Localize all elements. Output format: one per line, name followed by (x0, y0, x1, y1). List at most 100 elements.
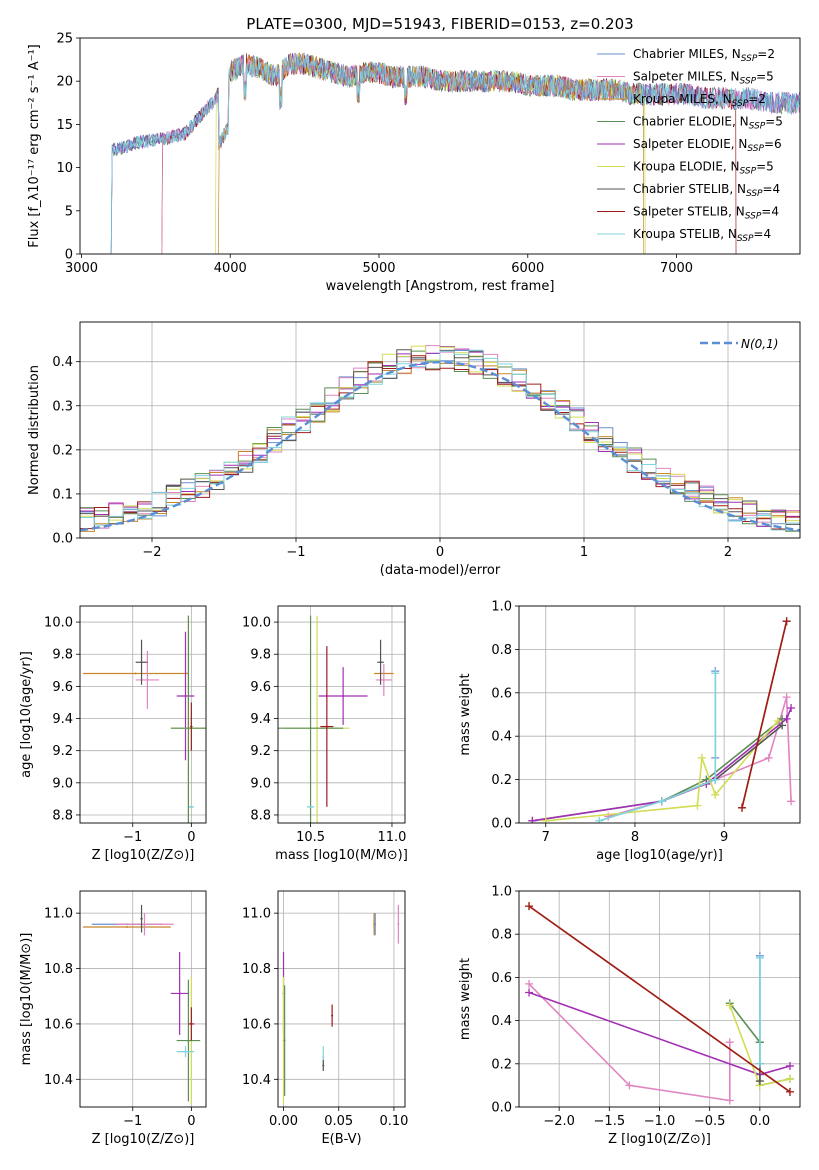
y-tick-label-2: 0.4 (491, 1014, 512, 1029)
y-tick-label-3: 11.0 (44, 907, 73, 922)
plot-area (528, 617, 796, 823)
y-tick-label-1: 9.0 (52, 776, 73, 791)
weight-line-7 (741, 621, 788, 808)
point-6 (187, 1039, 190, 1042)
y-tick-label-0: 0.0 (491, 817, 512, 832)
weight-line-7 (528, 905, 791, 1093)
y-tick-label-3: 0.6 (491, 971, 512, 986)
weight-marker-1-1 (625, 1081, 634, 1090)
x-axis-label: (data-model)/error (380, 563, 501, 578)
point-1 (374, 923, 377, 926)
y-tick-label-4: 9.6 (52, 680, 73, 695)
y-tick-label-1: 0.2 (491, 773, 512, 788)
x-tick-label-2: 0 (436, 545, 444, 560)
point-8 (309, 805, 312, 808)
point-0 (125, 926, 128, 928)
panel-residuals: −2 −1 0 1 2 0.0 0.1 0.2 0.3 0.4 (data-model)/error… (27, 321, 801, 578)
weight-marker-1-2 (764, 753, 773, 762)
panel-massweight_vs_Z: −2.0 −1.5 −1.0 −0.5 0.0 0.0 0.2 0.4 0.6 0.8 1.0 Z [… (458, 885, 801, 1147)
y-tick-label-0: 10.4 (44, 1073, 73, 1088)
y-axis-label: mass weight (458, 673, 473, 755)
histogram-series-7 (80, 355, 800, 530)
weight-marker-7-0 (525, 902, 534, 911)
plot-area (282, 904, 400, 1105)
legend-label-1: Salpeter MILES, NSSP=5 (633, 70, 774, 87)
x-tick-label-0: 10.5 (296, 830, 325, 845)
normal-curve (80, 360, 800, 532)
point-3 (342, 695, 345, 698)
weight-marker-1-4 (787, 797, 796, 806)
y-tick-label-0: 8.8 (250, 808, 271, 823)
point-7 (322, 1056, 325, 1059)
y-tick-label-5: 9.8 (52, 648, 73, 663)
panel-mass_vs_EBV: 0.00 0.05 0.10 10.4 10.6 10.8 11.0 E(B-V) (242, 890, 408, 1147)
axes-frame (79, 890, 207, 1108)
y-tick-label-0: 0 (65, 248, 73, 263)
x-tick-label-1: 11.0 (377, 830, 406, 845)
weight-marker-5-0 (541, 816, 550, 823)
x-tick-label-4: 0.0 (750, 1114, 771, 1129)
legend: Chabrier MILES, NSSP=2 Salpeter MILES, NS… (597, 47, 783, 244)
y-axis-label: Flux [f_λ10⁻¹⁷ erg cm⁻² s⁻¹ A⁻¹] (27, 44, 42, 248)
weight-marker-6-1 (755, 1077, 764, 1086)
weight-marker-6-2 (778, 721, 787, 730)
legend-label-3: Chabrier ELODIE, NSSP=5 (633, 115, 783, 132)
y-tick-label-2: 10 (56, 161, 73, 176)
x-tick-label-1: 0 (187, 1114, 195, 1129)
legend-label-7: Salpeter STELIB, NSSP=4 (633, 205, 779, 222)
axes-frame (79, 605, 207, 824)
y-tick-label-4: 20 (56, 75, 73, 90)
weight-marker-8-1 (657, 797, 666, 806)
legend-label-4: Salpeter ELODIE, NSSP=6 (633, 137, 782, 154)
y-tick-label-5: 9.8 (250, 648, 271, 663)
plot-area (80, 345, 800, 532)
plot-area (82, 615, 206, 823)
weight-marker-5-4 (773, 717, 782, 726)
legend-label-0: Chabrier MILES, NSSP=2 (633, 47, 775, 64)
y-tick-label-5: 1.0 (491, 885, 512, 900)
y-tick-label-4: 0.4 (52, 355, 73, 370)
axes-frame (518, 605, 801, 824)
weight-marker-5-3 (711, 790, 720, 799)
axes-frame (79, 321, 801, 539)
x-tick-label-2: 0.10 (379, 1114, 408, 1129)
point-8 (322, 1064, 325, 1067)
y-tick-label-5: 25 (56, 32, 73, 47)
y-tick-label-3: 0.3 (52, 399, 73, 414)
weight-marker-4-3 (782, 714, 791, 723)
point-3 (140, 917, 143, 920)
point-6 (190, 725, 193, 728)
x-tick-label-0: 0.00 (269, 1114, 298, 1129)
y-tick-label-4: 0.8 (491, 928, 512, 943)
point-8 (190, 805, 193, 808)
x-axis-label: E(B-V) (321, 1132, 361, 1147)
x-tick-label-0: 3000 (65, 261, 98, 276)
weight-marker-5-2 (785, 1074, 794, 1083)
weight-marker-5-1 (693, 801, 702, 810)
point-1 (146, 678, 149, 681)
y-tick-label-6: 10.0 (242, 616, 271, 631)
x-tick-label-0: −1 (123, 830, 142, 845)
point-2 (379, 661, 382, 664)
plot-area (525, 902, 794, 1105)
point-5 (187, 727, 190, 730)
x-tick-label-3: 1 (580, 545, 588, 560)
weight-marker-4-4 (787, 703, 796, 712)
y-tick-label-4: 0.8 (491, 643, 512, 658)
y-tick-label-2: 9.2 (250, 744, 271, 759)
point-2 (140, 661, 143, 664)
legend-label-normal: N(0,1) (741, 337, 778, 351)
x-axis-label: wavelength [Angstrom, rest frame] (326, 279, 555, 294)
point-3 (184, 695, 187, 698)
x-tick-label-3: −0.5 (694, 1114, 726, 1129)
x-axis-label: Z [log10(Z/Z⊙)] (608, 1132, 711, 1147)
point-1 (382, 678, 385, 681)
legend-label-2: Kroupa MILES, NSSP=2 (633, 92, 766, 109)
weight-marker-7-1 (782, 617, 791, 626)
y-tick-label-1: 10.6 (44, 1017, 73, 1032)
y-axis-label: mass weight (458, 958, 473, 1040)
point-0 (134, 672, 137, 675)
y-tick-label-1: 10.6 (242, 1017, 271, 1032)
y-tick-label-4: 9.6 (250, 680, 271, 695)
